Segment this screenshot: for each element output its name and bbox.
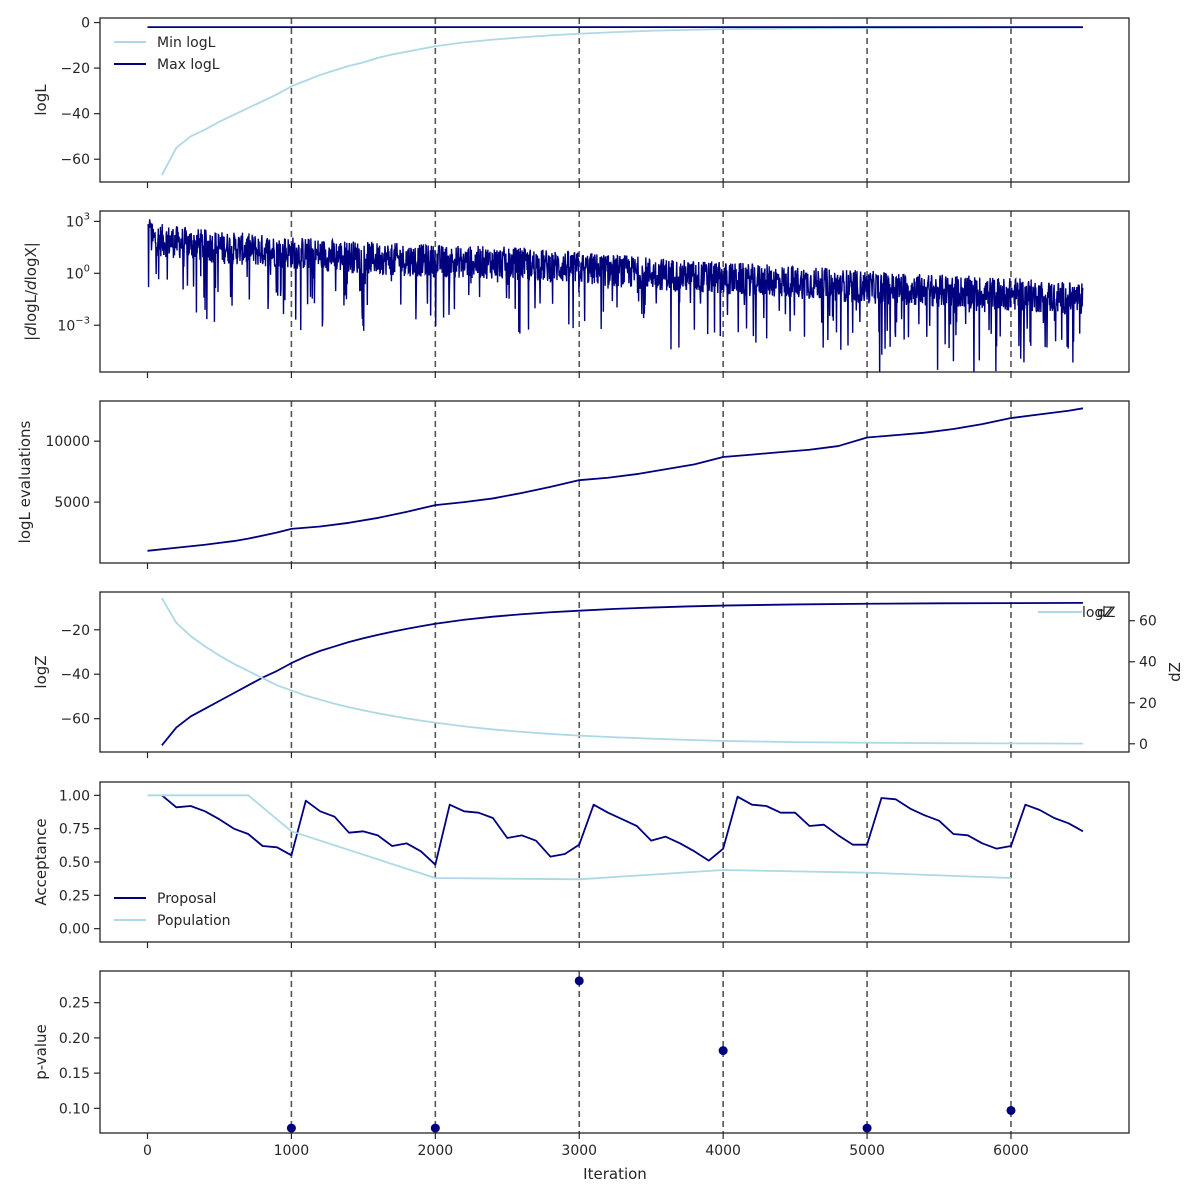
y2-tick-label: 60	[1139, 614, 1157, 630]
legend-label: dZ	[1097, 605, 1115, 621]
y2-tick-label: 0	[1139, 737, 1148, 753]
series-line-population	[147, 794, 1012, 881]
label-part: |	[22, 336, 40, 341]
y-tick-label: −20	[60, 61, 90, 77]
y2-tick-label: 40	[1139, 655, 1157, 671]
x-tick-label: 2000	[418, 1143, 454, 1159]
label-part: /	[22, 289, 40, 295]
panel-evaluations: 5000 10000 logL evaluations	[16, 400, 1130, 569]
tick-exponent: −3	[75, 315, 90, 326]
y-tick-label: 103	[66, 211, 90, 230]
data-point	[286, 1123, 296, 1133]
y-tick-label: 0	[81, 16, 90, 32]
axes-frame	[99, 17, 1130, 183]
y-tick-label: −40	[60, 667, 90, 683]
plot-area	[147, 18, 1083, 182]
y2-tick-label: 20	[1139, 696, 1157, 712]
y-tick-label: 5000	[54, 495, 90, 511]
axes-frame	[99, 970, 1130, 1134]
y2-axis-label: dZ	[1166, 662, 1184, 682]
y-axis-label: Acceptance	[32, 818, 50, 905]
x-tick-label: 4000	[705, 1143, 741, 1159]
legend-label: Min logL	[157, 35, 216, 51]
tick-base: 10	[66, 214, 84, 230]
x-tick-label: 0	[143, 1143, 152, 1159]
y-tick-label: 0.15	[59, 1066, 90, 1082]
label-part: |	[22, 242, 40, 247]
label-part: logL	[22, 294, 40, 326]
series-line-proposal	[161, 794, 1084, 866]
plot-area	[286, 971, 1016, 1133]
y-tick-label: 0.20	[59, 1031, 90, 1047]
y-tick-label: 1.00	[59, 788, 90, 804]
y-tick-label: 100	[66, 263, 90, 282]
y-tick-label: 0.25	[59, 888, 90, 904]
y-axis-label: logL evaluations	[16, 420, 34, 543]
data-point	[1006, 1105, 1016, 1115]
y-axis-label: logZ	[32, 655, 50, 688]
axes-frame	[99, 210, 1130, 373]
data-point	[430, 1123, 440, 1133]
series-gradient	[146, 219, 1084, 372]
data-point	[574, 976, 584, 986]
series-line-dz	[161, 597, 1083, 745]
y-tick-label: 0.75	[59, 822, 90, 838]
legend-label: Proposal	[157, 891, 216, 907]
plot-area	[146, 211, 1084, 372]
y-tick-label: −60	[60, 152, 90, 168]
plot-area	[147, 782, 1084, 942]
x-tick-label: 3000	[561, 1143, 597, 1159]
tick-exponent: 3	[84, 211, 90, 222]
series-line-0	[147, 407, 1084, 552]
label-part: d	[22, 280, 40, 290]
y-tick-label: 0.00	[59, 922, 90, 938]
axes-frame	[99, 781, 1130, 943]
panel-logL: 0 −20 −40 −60 logL Min logL Max logL	[32, 16, 1130, 188]
y-tick-label: −60	[60, 712, 90, 728]
y-tick-label: 10−3	[57, 315, 90, 334]
axes-frame	[99, 591, 1130, 753]
y-tick-label: 10000	[45, 434, 90, 450]
x-tick-label: 5000	[849, 1143, 885, 1159]
y-axis-label: |dlogL/dlogX|	[22, 242, 40, 341]
legend-label: Max logL	[157, 57, 220, 73]
data-point	[718, 1046, 728, 1056]
tick-base: 10	[66, 266, 84, 282]
plot-area	[147, 401, 1084, 563]
legend-label: logZ	[1082, 605, 1113, 621]
y-tick-label: 0.25	[59, 996, 90, 1012]
y-axis-label: logL	[32, 84, 50, 116]
series-line-min-logl	[161, 26, 1083, 176]
x-axis-label: Iteration	[583, 1165, 647, 1183]
data-point	[862, 1123, 872, 1133]
x-tick-label: 1000	[274, 1143, 310, 1159]
plot-area	[161, 592, 1083, 752]
y-tick-label: −20	[60, 623, 90, 639]
tick-exponent: 0	[84, 263, 90, 274]
y-tick-label: 0.10	[59, 1101, 90, 1117]
series-line-logz	[161, 601, 1083, 746]
tick-base: 10	[57, 318, 75, 334]
panel-acceptance: 0.00 0.25 0.50 0.75 1.00 Acceptance Proposal Po…	[32, 781, 1130, 948]
axes-frame	[99, 400, 1130, 564]
y-tick-label: −40	[60, 107, 90, 123]
panel-pvalue: 0.10 0.15 0.20 0.25 p-value 0 1000 2000 3000 4000…	[32, 970, 1130, 1159]
x-tick-label: 6000	[993, 1143, 1029, 1159]
label-part: d	[22, 326, 40, 336]
y-tick-label: 0.50	[59, 855, 90, 871]
y-axis-label: p-value	[32, 1024, 50, 1080]
label-part: logX	[22, 247, 40, 280]
legend-label: Population	[157, 913, 231, 929]
